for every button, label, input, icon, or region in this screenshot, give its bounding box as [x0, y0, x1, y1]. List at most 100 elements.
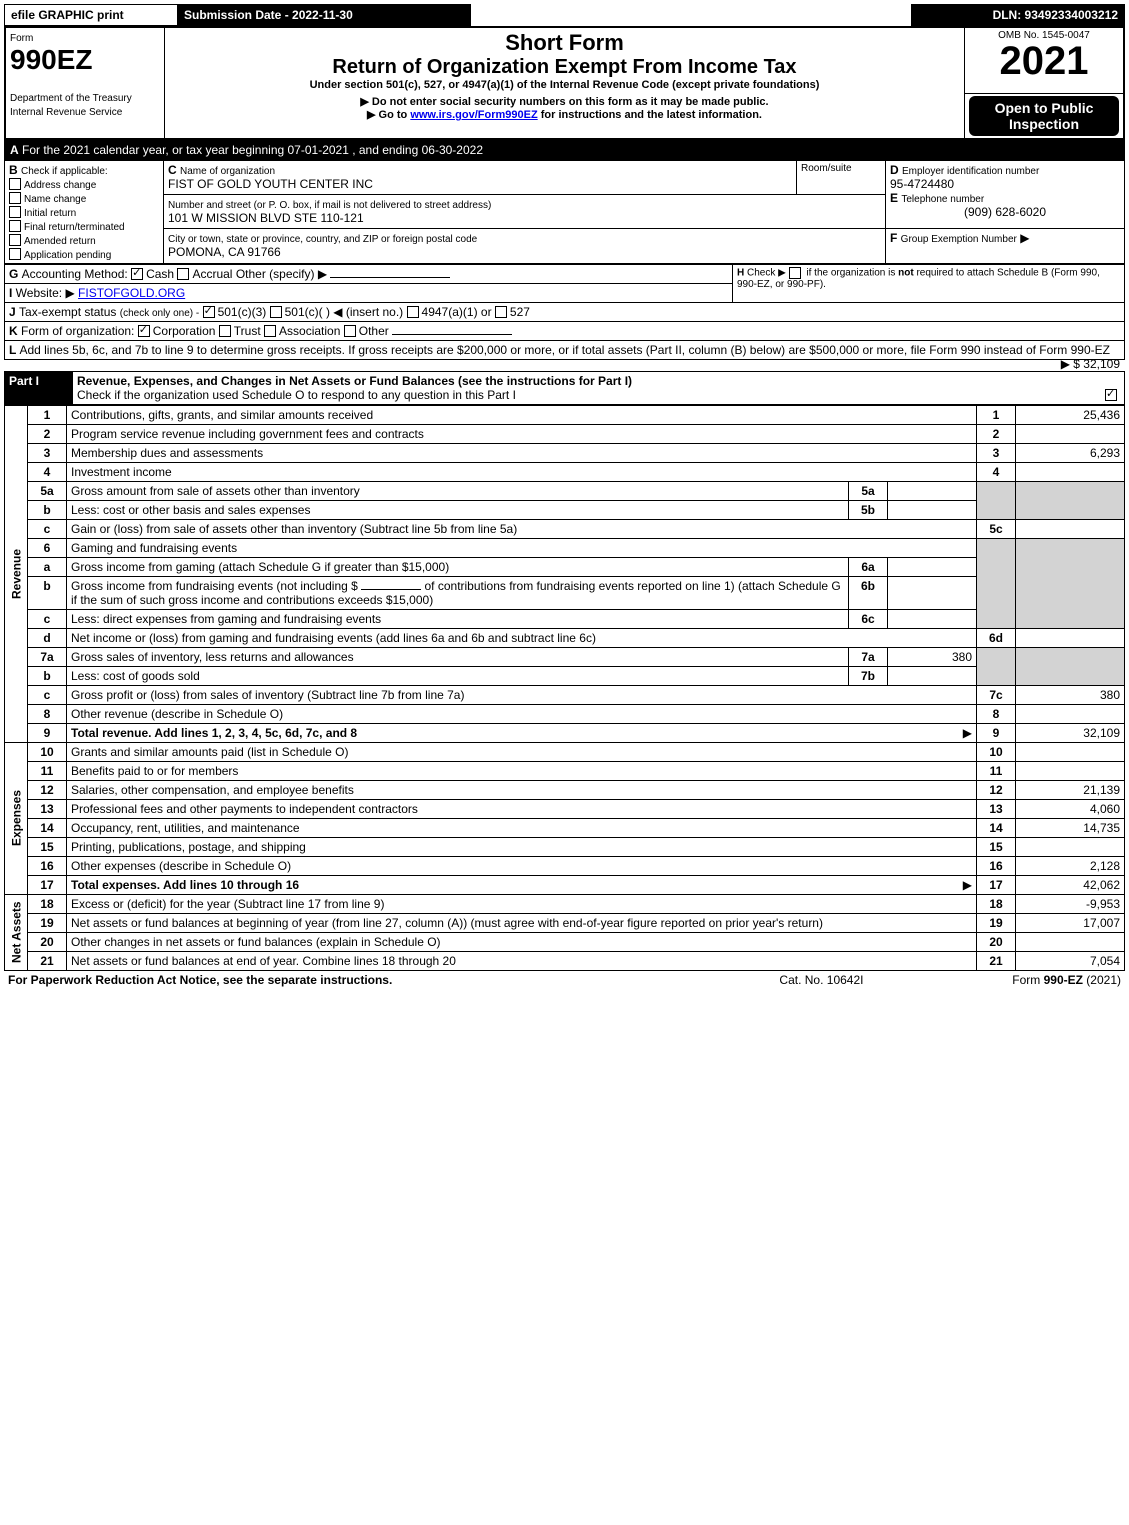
line-5a-text: Gross amount from sale of assets other t… — [67, 481, 849, 500]
line-a: A For the 2021 calendar year, or tax yea… — [4, 140, 1125, 160]
line-9-amount: 32,109 — [1016, 723, 1125, 742]
form-header: Form 990EZ Department of the Treasury In… — [4, 26, 1125, 140]
line-7b-text: Less: cost of goods sold — [67, 666, 849, 685]
line-6-text: Gaming and fundraising events — [67, 538, 977, 557]
line-7a-text: Gross sales of inventory, less returns a… — [67, 647, 849, 666]
line-6a-text: Gross income from gaming (attach Schedul… — [67, 557, 849, 576]
f-label: Group Exemption Number — [901, 234, 1017, 245]
city: POMONA, CA 91766 — [168, 245, 281, 259]
footer-mid: Cat. No. 10642I — [736, 971, 908, 989]
accrual-checkbox[interactable] — [177, 268, 189, 280]
initial-return-checkbox[interactable] — [9, 206, 21, 218]
g-h-block: G Accounting Method: Cash Accrual Other … — [4, 264, 1125, 322]
line-21-amount: 7,054 — [1016, 951, 1125, 970]
501c-checkbox[interactable] — [270, 306, 282, 318]
street: 101 W MISSION BLVD STE 110-121 — [168, 211, 364, 225]
entity-info: B Check if applicable: Address change Na… — [4, 160, 1125, 264]
line-l: L Add lines 5b, 6c, and 7b to line 9 to … — [4, 341, 1125, 360]
corp-checkbox[interactable] — [138, 325, 150, 337]
form-title: Return of Organization Exempt From Incom… — [169, 56, 960, 79]
efile-label: efile GRAPHIC print — [5, 5, 178, 26]
footer-right: Form 990-EZ (2021) — [907, 971, 1125, 989]
c-name-label: Name of organization — [180, 166, 275, 177]
line-6c-text: Less: direct expenses from gaming and fu… — [67, 609, 849, 628]
line-21-text: Net assets or fund balances at end of ye… — [67, 951, 977, 970]
part1-header: Part I Revenue, Expenses, and Changes in… — [4, 371, 1125, 405]
assoc-checkbox[interactable] — [264, 325, 276, 337]
final-return-checkbox[interactable] — [9, 220, 21, 232]
dept-label: Department of the Treasury Internal Reve… — [10, 93, 132, 118]
line-8-text: Other revenue (describe in Schedule O) — [67, 704, 977, 723]
line-13-text: Professional fees and other payments to … — [67, 799, 977, 818]
name-change-checkbox[interactable] — [9, 192, 21, 204]
submission-date: Submission Date - 2022-11-30 — [178, 5, 471, 26]
j-label: Tax-exempt status — [19, 305, 116, 319]
other-method: Other (specify) ▶ — [236, 267, 327, 281]
line-2-text: Program service revenue including govern… — [67, 424, 977, 443]
line-7a-amount: 380 — [888, 647, 977, 666]
line-17-text: Total expenses. Add lines 10 through 16 … — [67, 875, 977, 894]
app-pending-checkbox[interactable] — [9, 248, 21, 260]
line-3-amount: 6,293 — [1016, 443, 1125, 462]
city-label: City or town, state or province, country… — [168, 234, 477, 245]
footer-left: For Paperwork Reduction Act Notice, see … — [8, 973, 392, 987]
line-11-text: Benefits paid to or for members — [67, 761, 977, 780]
part1-title: Revenue, Expenses, and Changes in Net As… — [77, 374, 632, 388]
revenue-section-label: Revenue — [5, 405, 28, 742]
501c3-checkbox[interactable] — [203, 306, 215, 318]
form-number: 990EZ — [10, 44, 93, 75]
tax-year: 2021 — [969, 41, 1119, 81]
line-19-text: Net assets or fund balances at beginning… — [67, 913, 977, 932]
line-k: K Form of organization: Corporation Trus… — [4, 322, 1125, 341]
street-label: Number and street (or P. O. box, if mail… — [168, 200, 491, 211]
line-19-amount: 17,007 — [1016, 913, 1125, 932]
527-checkbox[interactable] — [495, 306, 507, 318]
other-org-checkbox[interactable] — [344, 325, 356, 337]
line-13-amount: 4,060 — [1016, 799, 1125, 818]
schedule-o-checkbox[interactable] — [1105, 389, 1117, 401]
line-5c-text: Gain or (loss) from sale of assets other… — [67, 519, 977, 538]
part1-lines: Revenue 1 Contributions, gifts, grants, … — [4, 405, 1125, 971]
dln: DLN: 93492334003212 — [912, 5, 1125, 26]
g-label: Accounting Method: — [22, 267, 128, 281]
form-sub3: ▶ Go to www.irs.gov/Form990EZ for instru… — [169, 108, 960, 121]
line-12-text: Salaries, other compensation, and employ… — [67, 780, 977, 799]
amended-checkbox[interactable] — [9, 234, 21, 246]
line-3-text: Membership dues and assessments — [67, 443, 977, 462]
phone: (909) 628-6020 — [890, 205, 1120, 219]
irs-link[interactable]: www.irs.gov/Form990EZ — [410, 109, 537, 121]
form-sub1: Under section 501(c), 527, or 4947(a)(1)… — [169, 79, 960, 91]
short-form-label: Short Form — [169, 30, 960, 56]
h-checkbox[interactable] — [789, 267, 801, 279]
line-7c-amount: 380 — [1016, 685, 1125, 704]
line-5b-text: Less: cost or other basis and sales expe… — [67, 500, 849, 519]
topbar: efile GRAPHIC print Submission Date - 20… — [4, 4, 1125, 26]
line-4-text: Investment income — [67, 462, 977, 481]
part1-check-text: Check if the organization used Schedule … — [77, 388, 516, 402]
org-name: FIST OF GOLD YOUTH CENTER INC — [168, 177, 373, 191]
netassets-section-label: Net Assets — [5, 894, 28, 970]
line-6d-text: Net income or (loss) from gaming and fun… — [67, 628, 977, 647]
line-16-text: Other expenses (describe in Schedule O) — [67, 856, 977, 875]
addr-change-checkbox[interactable] — [9, 178, 21, 190]
gross-receipts: 32,109 — [1083, 357, 1120, 371]
line-18-amount: -9,953 — [1016, 894, 1125, 913]
4947-checkbox[interactable] — [407, 306, 419, 318]
trust-checkbox[interactable] — [219, 325, 231, 337]
open-inspection: Open to Public Inspection — [969, 96, 1119, 136]
line-1-amount: 25,436 — [1016, 405, 1125, 424]
d-label: Employer identification number — [902, 166, 1039, 177]
line-9-text: Total revenue. Add lines 1, 2, 3, 4, 5c,… — [67, 723, 977, 742]
line-10-text: Grants and similar amounts paid (list in… — [67, 742, 977, 761]
line-12-amount: 21,139 — [1016, 780, 1125, 799]
cash-checkbox[interactable] — [131, 268, 143, 280]
website-link[interactable]: FISTOFGOLD.ORG — [78, 286, 185, 300]
line-1-text: Contributions, gifts, grants, and simila… — [67, 405, 977, 424]
b-label: Check if applicable: — [21, 166, 108, 177]
e-label: Telephone number — [901, 194, 984, 205]
line-16-amount: 2,128 — [1016, 856, 1125, 875]
line-18-text: Excess or (deficit) for the year (Subtra… — [67, 894, 977, 913]
footer: For Paperwork Reduction Act Notice, see … — [4, 971, 1125, 989]
line-15-text: Printing, publications, postage, and shi… — [67, 837, 977, 856]
line-7c-text: Gross profit or (loss) from sales of inv… — [67, 685, 977, 704]
